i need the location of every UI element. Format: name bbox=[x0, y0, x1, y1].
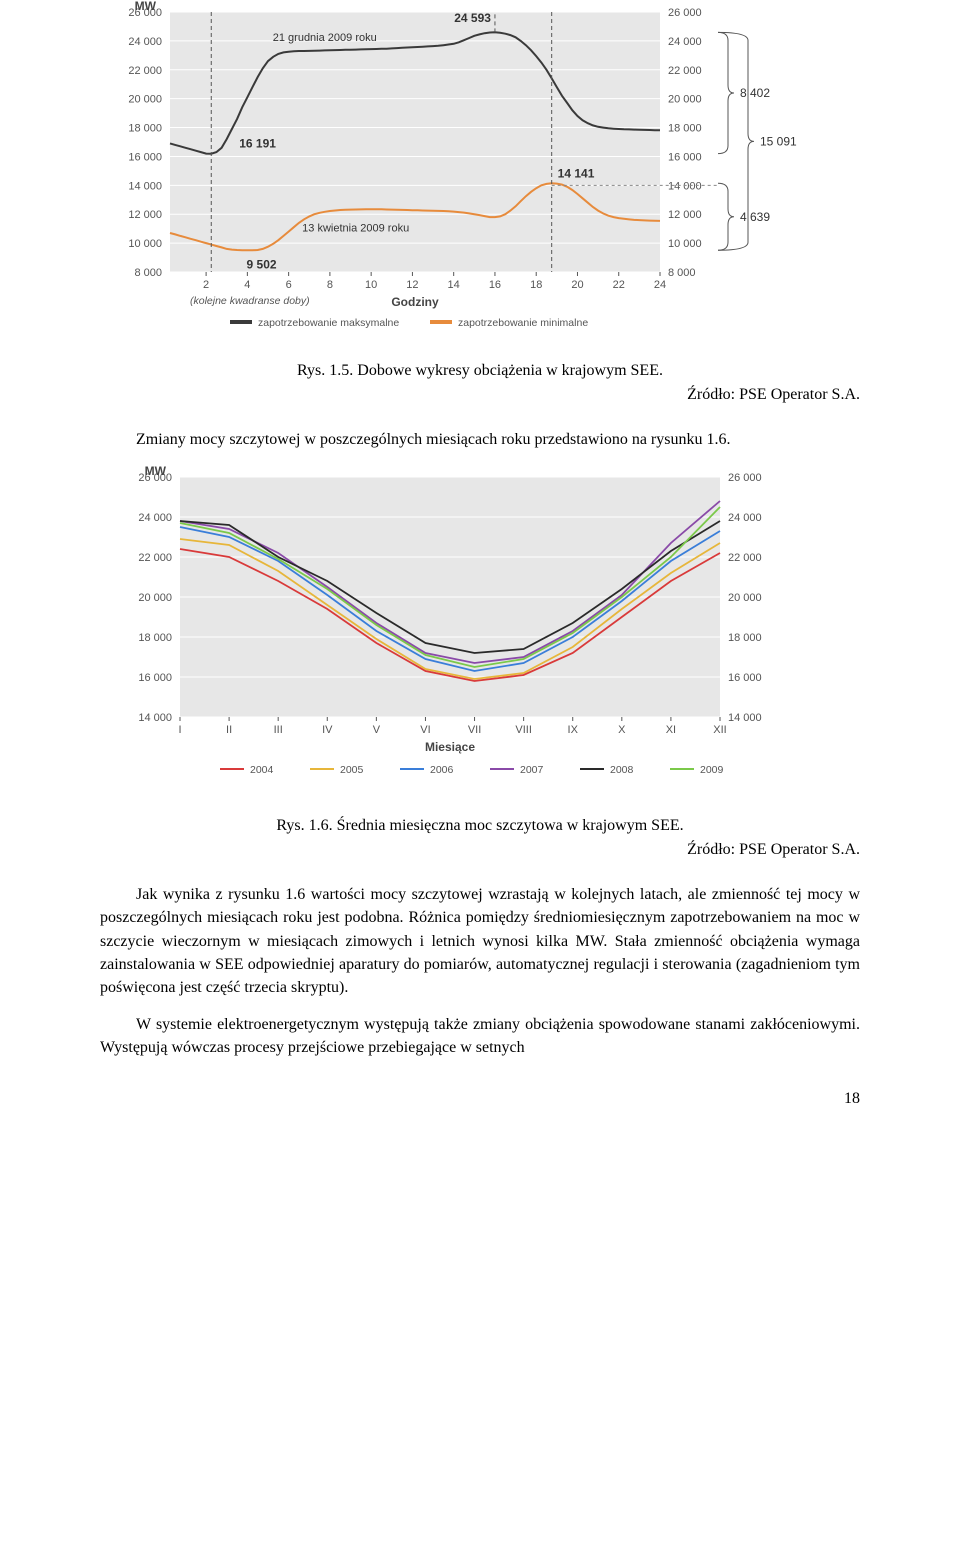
svg-text:V: V bbox=[373, 724, 381, 736]
svg-text:III: III bbox=[274, 724, 283, 736]
svg-text:20: 20 bbox=[571, 279, 583, 291]
svg-text:VI: VI bbox=[420, 724, 430, 736]
svg-text:2007: 2007 bbox=[520, 764, 544, 776]
paragraph-transient: W systemie elektroenergetycznym występuj… bbox=[100, 1013, 860, 1059]
svg-text:X: X bbox=[618, 724, 626, 736]
svg-text:VIII: VIII bbox=[515, 724, 532, 736]
svg-text:2009: 2009 bbox=[700, 764, 724, 776]
svg-text:14 141: 14 141 bbox=[558, 166, 595, 180]
svg-text:16 000: 16 000 bbox=[728, 672, 762, 684]
svg-text:20 000: 20 000 bbox=[668, 94, 702, 106]
svg-text:8: 8 bbox=[327, 279, 333, 291]
svg-text:14 000: 14 000 bbox=[128, 180, 162, 192]
svg-text:12 000: 12 000 bbox=[128, 209, 162, 221]
svg-text:zapotrzebowanie minimalne: zapotrzebowanie minimalne bbox=[458, 317, 588, 329]
page-number: 18 bbox=[100, 1090, 860, 1108]
svg-text:XI: XI bbox=[666, 724, 676, 736]
figure-1-5-caption: Rys. 1.5. Dobowe wykresy obciążenia w kr… bbox=[100, 362, 860, 380]
svg-text:22 000: 22 000 bbox=[138, 552, 172, 564]
svg-text:24 000: 24 000 bbox=[128, 36, 162, 48]
svg-text:14 000: 14 000 bbox=[138, 712, 172, 724]
svg-text:9 502: 9 502 bbox=[247, 257, 277, 271]
svg-text:10 000: 10 000 bbox=[128, 238, 162, 250]
svg-text:10 000: 10 000 bbox=[668, 238, 702, 250]
figure-1-6-caption: Rys. 1.6. Średnia miesięczna moc szczyto… bbox=[100, 817, 860, 835]
svg-text:2008: 2008 bbox=[610, 764, 634, 776]
svg-text:26 000: 26 000 bbox=[728, 472, 762, 484]
svg-text:16 000: 16 000 bbox=[128, 151, 162, 163]
svg-text:24 593: 24 593 bbox=[454, 11, 491, 25]
svg-text:16 000: 16 000 bbox=[138, 672, 172, 684]
svg-text:2: 2 bbox=[203, 279, 209, 291]
svg-text:(kolejne kwadranse doby): (kolejne kwadranse doby) bbox=[190, 295, 310, 307]
svg-text:18 000: 18 000 bbox=[128, 123, 162, 135]
svg-text:8 402: 8 402 bbox=[740, 86, 770, 100]
svg-text:21 grudnia 2009 roku: 21 grudnia 2009 roku bbox=[273, 32, 377, 44]
svg-text:16: 16 bbox=[489, 279, 501, 291]
svg-text:15 091: 15 091 bbox=[760, 134, 797, 148]
svg-text:16 000: 16 000 bbox=[668, 151, 702, 163]
svg-text:22 000: 22 000 bbox=[668, 65, 702, 77]
svg-text:18: 18 bbox=[530, 279, 542, 291]
svg-text:18 000: 18 000 bbox=[138, 632, 172, 644]
svg-text:IX: IX bbox=[568, 724, 579, 736]
paragraph-intro-1-6: Zmiany mocy szczytowej w poszczególnych … bbox=[100, 428, 860, 451]
svg-text:26 000: 26 000 bbox=[668, 7, 702, 19]
svg-text:8 000: 8 000 bbox=[668, 267, 696, 279]
figure-1-6-source: Źródło: PSE Operator S.A. bbox=[100, 841, 860, 859]
svg-text:12: 12 bbox=[406, 279, 418, 291]
svg-text:22 000: 22 000 bbox=[728, 552, 762, 564]
svg-text:14 000: 14 000 bbox=[668, 180, 702, 192]
svg-text:13 kwietnia 2009 roku: 13 kwietnia 2009 roku bbox=[302, 222, 409, 234]
chart-daily-load: 8 000 8 000 10 000 10 000 12 000 12 000 14 000… bbox=[100, 0, 860, 340]
svg-text:Miesiące: Miesiące bbox=[425, 740, 475, 754]
svg-text:20 000: 20 000 bbox=[138, 592, 172, 604]
svg-text:MW: MW bbox=[145, 465, 167, 478]
svg-text:24: 24 bbox=[654, 279, 666, 291]
svg-text:Godziny: Godziny bbox=[391, 295, 439, 309]
svg-text:24 000: 24 000 bbox=[668, 36, 702, 48]
svg-text:14 000: 14 000 bbox=[728, 712, 762, 724]
svg-text:2004: 2004 bbox=[250, 764, 274, 776]
svg-text:22: 22 bbox=[613, 279, 625, 291]
svg-text:10: 10 bbox=[365, 279, 377, 291]
svg-text:24 000: 24 000 bbox=[728, 512, 762, 524]
svg-text:VII: VII bbox=[468, 724, 481, 736]
svg-text:8 000: 8 000 bbox=[134, 267, 162, 279]
svg-text:20 000: 20 000 bbox=[128, 94, 162, 106]
chart-monthly-peak: 14 000 14 000 16 000 16 000 18 000 18 000 20 0… bbox=[100, 465, 860, 795]
svg-text:4: 4 bbox=[244, 279, 250, 291]
svg-text:18 000: 18 000 bbox=[668, 123, 702, 135]
svg-text:XII: XII bbox=[713, 724, 726, 736]
svg-text:I: I bbox=[178, 724, 181, 736]
svg-text:6: 6 bbox=[286, 279, 292, 291]
svg-text:zapotrzebowanie maksymalne: zapotrzebowanie maksymalne bbox=[258, 317, 399, 329]
svg-text:4 639: 4 639 bbox=[740, 210, 770, 224]
svg-text:14: 14 bbox=[448, 279, 460, 291]
svg-text:IV: IV bbox=[322, 724, 333, 736]
figure-1-5-source: Źródło: PSE Operator S.A. bbox=[100, 386, 860, 404]
svg-text:2005: 2005 bbox=[340, 764, 364, 776]
svg-text:22 000: 22 000 bbox=[128, 65, 162, 77]
svg-text:MW: MW bbox=[135, 0, 157, 13]
svg-text:24 000: 24 000 bbox=[138, 512, 172, 524]
svg-text:16 191: 16 191 bbox=[239, 137, 276, 151]
svg-text:20 000: 20 000 bbox=[728, 592, 762, 604]
svg-text:12 000: 12 000 bbox=[668, 209, 702, 221]
svg-text:2006: 2006 bbox=[430, 764, 454, 776]
svg-text:18 000: 18 000 bbox=[728, 632, 762, 644]
svg-text:II: II bbox=[226, 724, 232, 736]
paragraph-analysis: Jak wynika z rysunku 1.6 wartości mocy s… bbox=[100, 883, 860, 999]
